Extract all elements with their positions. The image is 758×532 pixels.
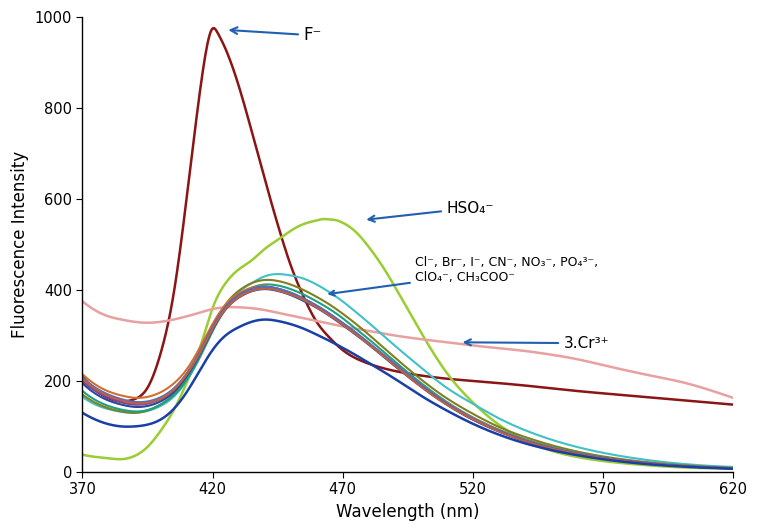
Y-axis label: Fluorescence Intensity: Fluorescence Intensity [11, 151, 29, 338]
Text: HSO₄⁻: HSO₄⁻ [368, 201, 494, 222]
Text: Cl⁻, Br⁻, I⁻, CN⁻, NO₃⁻, PO₄³⁻,
ClO₄⁻, CH₃COO⁻: Cl⁻, Br⁻, I⁻, CN⁻, NO₃⁻, PO₄³⁻, ClO₄⁻, C… [330, 255, 599, 296]
X-axis label: Wavelength (nm): Wavelength (nm) [336, 503, 479, 521]
Text: 3.Cr³⁺: 3.Cr³⁺ [465, 336, 609, 351]
Text: F⁻: F⁻ [230, 26, 322, 44]
